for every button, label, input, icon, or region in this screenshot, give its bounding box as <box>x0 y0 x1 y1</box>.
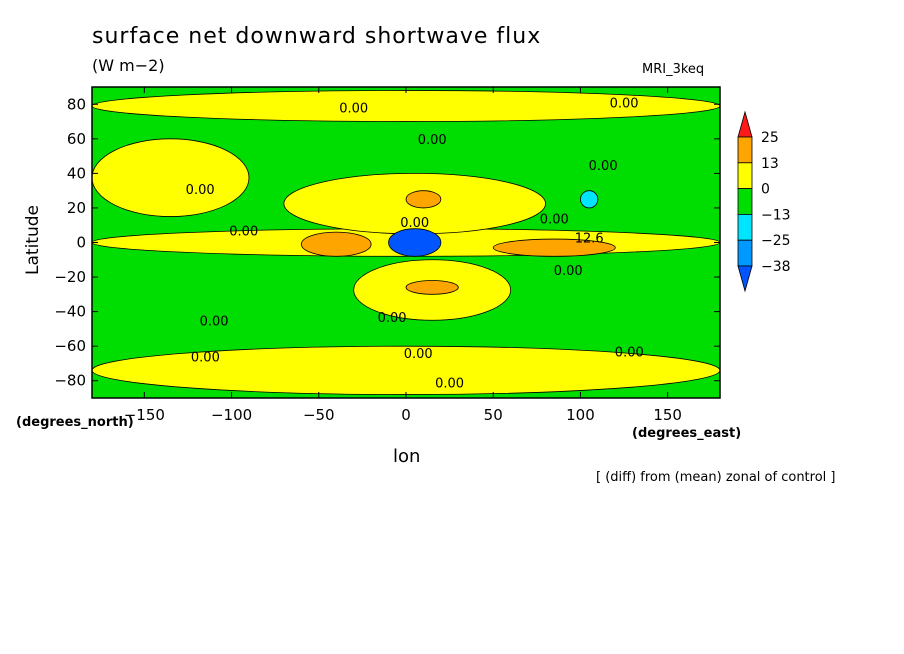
shaded-region-7 <box>492 238 616 257</box>
contour-label-9: 0.00 <box>554 264 583 279</box>
contour-label-13: 0.00 <box>404 347 433 362</box>
colorbar-label-2: 0 <box>761 182 770 198</box>
y-tick-label-0: −80 <box>54 372 86 390</box>
y-tick-label-4: 0 <box>76 234 86 252</box>
colorbar-segment-3 <box>737 188 753 215</box>
colorbar-label-4: −25 <box>761 233 791 249</box>
y-tick-label-2: −40 <box>54 303 86 321</box>
colorbar-segment-0 <box>737 110 753 138</box>
contour-label-8: 12.6 <box>575 231 604 246</box>
shaded-region-8 <box>405 190 442 209</box>
contour-label-6: 0.00 <box>540 212 569 227</box>
x-tick-label-1: −100 <box>211 406 252 424</box>
x-unit-label: (degrees_east) <box>632 426 742 441</box>
y-tick-label-3: −20 <box>54 268 86 286</box>
colorbar-segment-6 <box>737 265 753 293</box>
contour-label-0: 0.00 <box>339 102 368 117</box>
contour-label-10: 0.00 <box>200 314 229 329</box>
x-tick-label-3: 0 <box>401 406 411 424</box>
contour-label-15: 0.00 <box>435 376 464 391</box>
x-tick-label-4: 50 <box>484 406 503 424</box>
colorbar-label-5: −38 <box>761 259 791 275</box>
contour-label-12: 0.00 <box>191 351 220 366</box>
y-tick-label-5: 20 <box>67 199 86 217</box>
colorbar-segment-4 <box>737 213 753 241</box>
contour-label-4: 0.00 <box>186 183 215 198</box>
chart-title: surface net downward shortwave flux <box>92 24 542 49</box>
contour-label-5: 0.00 <box>400 216 429 231</box>
contour-label-7: 0.00 <box>229 224 258 239</box>
x-tick-label-2: −50 <box>303 406 335 424</box>
shaded-region-6 <box>300 231 372 257</box>
chart-units: (W m−2) <box>92 56 165 75</box>
colorbar-segment-2 <box>737 162 753 190</box>
contour-label-2: 0.00 <box>418 133 447 148</box>
shaded-region-1 <box>92 138 250 217</box>
contour-label-14: 0.00 <box>615 345 644 360</box>
colorbar-label-3: −13 <box>761 207 791 223</box>
contour-label-1: 0.00 <box>610 97 639 112</box>
y-tick-label-7: 60 <box>67 130 86 148</box>
colorbar-segment-1 <box>737 136 753 164</box>
model-label: MRI_3keq <box>642 62 705 77</box>
y-tick-label-1: −60 <box>54 337 86 355</box>
colorbar-segment-5 <box>737 239 753 267</box>
colorbar-label-0: 25 <box>761 130 779 146</box>
shaded-regions <box>92 90 720 395</box>
y-unit-label: (degrees_north) <box>16 415 134 430</box>
x-tick-label-6: 150 <box>653 406 682 424</box>
shaded-region-10 <box>388 228 442 257</box>
diff-note: [ (diff) from (mean) zonal of control ] <box>596 470 836 485</box>
y-tick-label-8: 80 <box>67 95 86 113</box>
shaded-region-11 <box>580 190 599 209</box>
y-tick-label-6: 40 <box>67 164 86 182</box>
colorbar-label-1: 13 <box>761 156 779 172</box>
x-tick-label-5: 100 <box>566 406 595 424</box>
x-tick-label-0: −150 <box>124 406 165 424</box>
x-axis-label: lon <box>393 446 421 467</box>
shaded-region-9 <box>405 280 459 295</box>
contour-label-11: 0.00 <box>378 311 407 326</box>
contour-label-3: 0.00 <box>589 159 618 174</box>
